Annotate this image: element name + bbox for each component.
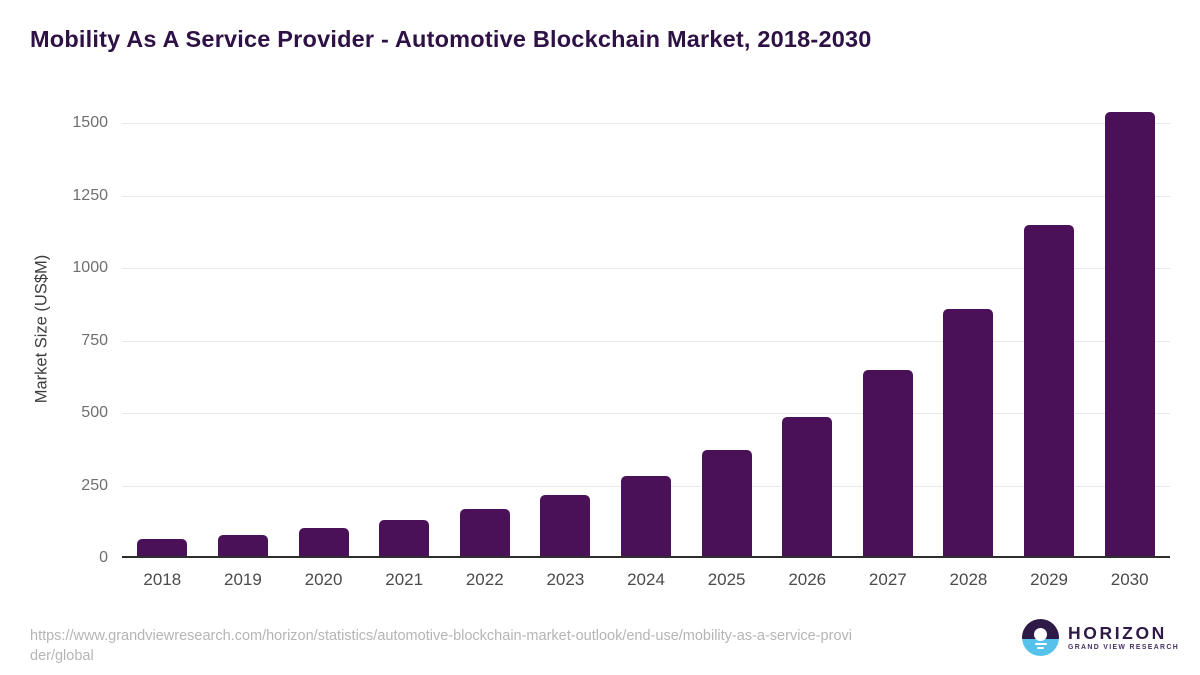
x-tick-label: 2021 xyxy=(385,570,424,589)
x-tick-label: 2028 xyxy=(949,570,988,589)
bar-2019[interactable] xyxy=(217,534,268,558)
bar-chart: Market Size (US$M) 0 250 500 750 1000 1250 150… xyxy=(33,100,1170,589)
y-tick-label: 1000 xyxy=(72,259,108,277)
bar-2028[interactable] xyxy=(943,309,994,558)
gridline xyxy=(122,123,1170,125)
x-tick-label: 2026 xyxy=(788,570,827,589)
x-tick-label: 2030 xyxy=(1110,570,1149,589)
x-tick-label: 2022 xyxy=(465,570,504,589)
y-tick-label: 500 xyxy=(81,404,108,422)
x-tick-label: 2027 xyxy=(868,570,907,589)
bar-2021[interactable] xyxy=(379,519,430,558)
y-tick-label: 250 xyxy=(81,476,108,494)
reflection-dash-icon xyxy=(1034,642,1047,646)
x-tick-label: 2018 xyxy=(143,570,182,589)
x-tick-label: 2025 xyxy=(707,570,746,589)
plot-area: 0 250 500 750 1000 1250 1500 2018 2019 2020 2021 20… xyxy=(72,100,1170,589)
bar-2022[interactable] xyxy=(459,508,510,558)
y-tick-label: 1250 xyxy=(72,186,108,204)
reflection-dash-icon xyxy=(1037,646,1044,650)
horizon-logo[interactable]: HORIZON GRAND VIEW RESEARCH xyxy=(1022,619,1179,656)
y-axis-title: Market Size (US$M) xyxy=(32,254,51,404)
gridline xyxy=(122,268,1170,270)
y-tick-label: 1500 xyxy=(72,114,108,132)
y-tick-label: 750 xyxy=(81,331,108,349)
gridline xyxy=(122,413,1170,415)
y-tick-label: 0 xyxy=(99,549,108,566)
logo-name: HORIZON xyxy=(1068,622,1167,643)
x-tick-label: 2024 xyxy=(627,570,665,589)
x-axis-line xyxy=(122,556,1170,558)
bar-2020[interactable] xyxy=(298,528,349,558)
bar-2030[interactable] xyxy=(1104,111,1155,558)
bar-2023[interactable] xyxy=(540,494,591,558)
source-url: https://www.grandviewresearch.com/horizo… xyxy=(30,626,960,666)
bar-2029[interactable] xyxy=(1024,224,1075,558)
source-url-line2: der/global xyxy=(30,648,94,664)
gridline xyxy=(122,195,1170,197)
bar-2024[interactable] xyxy=(621,475,671,558)
sun-icon xyxy=(1034,628,1047,641)
gridline xyxy=(122,340,1170,342)
bar-2026[interactable] xyxy=(782,416,833,558)
source-url-line1: https://www.grandviewresearch.com/horizo… xyxy=(30,628,852,644)
chart-title: Mobility As A Service Provider - Automot… xyxy=(30,26,872,52)
bar-2025[interactable] xyxy=(701,449,752,558)
x-tick-label: 2020 xyxy=(304,570,343,589)
bar-2027[interactable] xyxy=(862,369,913,558)
bar-2018[interactable] xyxy=(137,539,188,558)
horizon-logo-icon xyxy=(1022,619,1059,656)
x-tick-label: 2019 xyxy=(224,570,262,589)
horizon-logo-text: HORIZON GRAND VIEW RESEARCH xyxy=(1068,622,1180,652)
x-tick-label: 2029 xyxy=(1030,570,1068,589)
logo-tagline: GRAND VIEW RESEARCH xyxy=(1068,643,1180,651)
x-tick-label: 2023 xyxy=(546,570,585,589)
